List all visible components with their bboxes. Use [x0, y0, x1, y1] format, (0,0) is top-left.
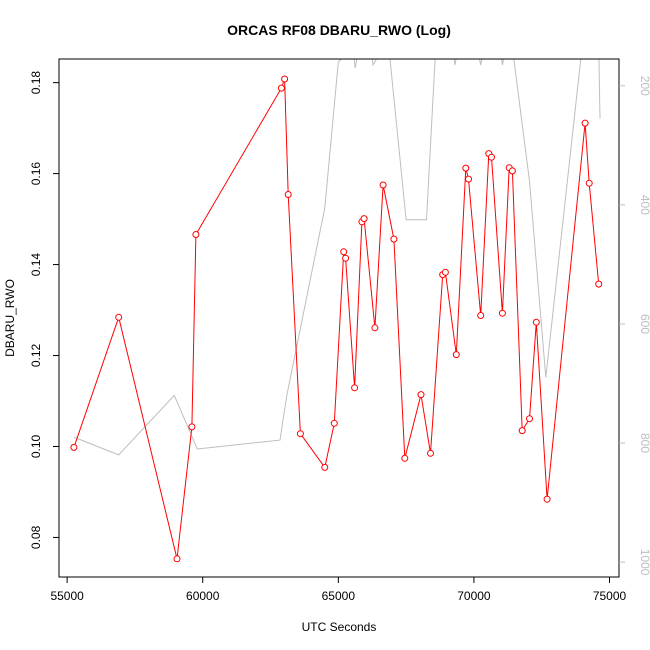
data-point	[532, 318, 540, 326]
left-axis-series-line	[73, 78, 600, 559]
y2-tick-label: 200	[638, 76, 650, 96]
data-point	[284, 191, 292, 198]
right-axis-series-line	[73, 59, 601, 456]
data-point	[477, 312, 485, 319]
data-point	[488, 153, 495, 161]
data-point	[342, 254, 350, 262]
data-point	[371, 324, 379, 332]
data-point	[70, 443, 78, 451]
y2-tick-label: 800	[638, 433, 650, 453]
data-point	[173, 555, 181, 563]
data-point	[351, 384, 359, 392]
series-layer	[70, 59, 603, 563]
data-point	[360, 215, 368, 223]
x-tick-label: 75000	[593, 589, 627, 603]
data-point	[330, 419, 338, 427]
y-tick-label: 0.12	[29, 343, 43, 367]
data-point	[498, 309, 506, 317]
y-tick-label: 0.08	[29, 525, 43, 549]
data-point	[585, 179, 593, 187]
y2-tick-label: 600	[638, 314, 650, 334]
data-point	[401, 454, 409, 462]
data-point	[595, 280, 603, 288]
data-point	[192, 231, 200, 238]
data-point	[321, 463, 329, 471]
x-tick-label: 60000	[186, 589, 220, 603]
data-point	[526, 415, 533, 423]
x-tick-label: 70000	[457, 589, 491, 603]
plot-frame	[58, 58, 620, 578]
data-point	[465, 175, 472, 183]
x-tick-label: 55000	[50, 589, 84, 603]
data-point	[296, 430, 304, 438]
y-axis-label: DBARU_RWO	[3, 279, 17, 357]
data-point	[518, 427, 526, 435]
y-tick-label: 0.14	[29, 253, 43, 277]
data-point	[581, 119, 589, 127]
x-axis-label: UTC Seconds	[302, 620, 377, 634]
data-point	[281, 75, 289, 83]
data-point	[340, 248, 348, 256]
data-point	[452, 351, 460, 359]
axes-layer: 55000 60000 65000 70000 75000 0.08 0.10 0.12 0.1…	[29, 71, 650, 603]
y-tick-label: 0.10	[29, 434, 43, 458]
y-tick-label: 0.18	[29, 71, 43, 95]
data-point	[115, 313, 123, 321]
data-point	[462, 164, 470, 172]
data-point	[277, 84, 285, 92]
data-point	[427, 449, 434, 457]
data-point	[543, 495, 551, 503]
chart-title: ORCAS RF08 DBARU_RWO (Log)	[227, 22, 451, 38]
data-point	[508, 167, 516, 175]
y-tick-label: 0.16	[29, 162, 43, 186]
data-point	[390, 235, 398, 243]
y2-tick-label: 1000	[638, 549, 650, 576]
data-point	[417, 391, 425, 399]
y2-tick-label: 400	[638, 195, 650, 215]
data-point	[441, 268, 449, 276]
data-point	[188, 423, 196, 431]
data-point	[379, 181, 387, 189]
x-tick-label: 65000	[322, 589, 356, 603]
